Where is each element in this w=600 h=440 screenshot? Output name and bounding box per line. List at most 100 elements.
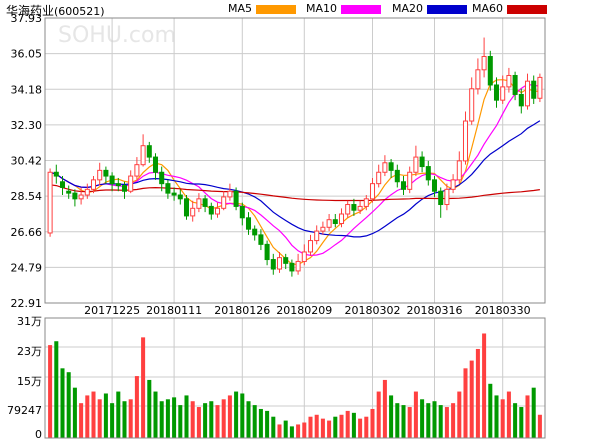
date-tick-label: 20180330: [475, 304, 531, 317]
candle-body-up: [363, 198, 369, 207]
volume-bar-up: [469, 360, 474, 438]
volume-bar-down: [116, 391, 121, 438]
volume-bar-down: [72, 387, 77, 438]
candle-body-up: [456, 160, 462, 181]
candle-body-down: [233, 190, 239, 207]
candle-body-up: [196, 198, 202, 209]
volume-bar-up: [308, 416, 313, 438]
volume-bar-up: [48, 345, 53, 438]
volume-bar-up: [537, 414, 542, 438]
volume-bar-up: [364, 416, 369, 438]
candle-body-down: [72, 192, 78, 200]
candle-body-up: [376, 171, 382, 185]
candle-body-down: [239, 205, 245, 219]
date-tick-label: 20180209: [276, 304, 332, 317]
candle-body-down: [208, 205, 214, 215]
candle-body-up: [500, 86, 506, 101]
legend-ma60-label: MA60: [472, 2, 504, 15]
candle-body-up: [506, 74, 512, 88]
volume-bar-down: [265, 410, 270, 438]
price-axis: 37.93 36.05 34.18 32.30 30.42 28.54 26.66 24.79…: [11, 12, 43, 310]
stock-code: (600521): [54, 5, 105, 18]
volume-bar-down: [351, 412, 356, 438]
volume-bar-down: [333, 416, 338, 438]
volume-bar-up: [482, 333, 487, 438]
volume-bar-down: [184, 395, 189, 438]
candle-body-up: [221, 196, 227, 209]
volume-bar-down: [122, 401, 127, 438]
candle-body-down: [518, 93, 524, 107]
volume-bar-down: [66, 372, 71, 438]
legend-ma20-swatch: [427, 4, 468, 14]
candle-body-down: [400, 181, 407, 190]
legend-ma5-label: MA5: [228, 2, 253, 15]
volume-bar-down: [488, 383, 493, 438]
volume-bar-down: [426, 403, 431, 438]
candle-body-up: [97, 169, 103, 181]
volume-bar-up: [525, 395, 530, 438]
candle-body-down: [425, 166, 431, 181]
candle-body-down: [115, 183, 121, 187]
volume-bar-up: [413, 391, 418, 438]
candle-body-down: [252, 228, 258, 236]
volume-bar-down: [432, 401, 437, 438]
volume-bar-down: [54, 341, 59, 438]
ma5-line: [49, 79, 540, 266]
candle-body-up: [314, 230, 320, 242]
volume-bar-down: [234, 391, 239, 438]
volume-bar-up: [506, 391, 511, 438]
candle-body-up: [301, 251, 307, 262]
volume-bar-down: [110, 403, 115, 438]
price-tick-label: 34.18: [11, 83, 43, 96]
volume-bar-up: [457, 391, 462, 438]
candle-body-down: [270, 259, 276, 270]
volume-bar-up: [277, 424, 282, 438]
volume-bar-up: [382, 379, 387, 438]
price-tick-label: 22.91: [11, 297, 43, 310]
candle-body-up: [407, 171, 413, 190]
volume-bar-up: [85, 395, 90, 438]
candle-body-up: [128, 175, 134, 192]
price-panel-frame: [44, 17, 546, 304]
volume-bar-up: [475, 348, 480, 438]
volume-bar-up: [221, 399, 226, 438]
candle-body-down: [165, 183, 171, 194]
candle-body-down: [258, 234, 264, 245]
candle-body-up: [462, 120, 469, 162]
candle-body-down: [146, 145, 152, 158]
volume-bar-up: [376, 391, 381, 438]
candle-body-down: [103, 169, 109, 177]
candle-body-down: [159, 171, 165, 185]
volume-tick-label: 79247: [7, 404, 42, 417]
candle-body-up: [276, 257, 283, 270]
candle-body-up: [537, 76, 543, 99]
candle-body-up: [214, 207, 221, 215]
candle-body-down: [487, 56, 493, 86]
date-axis: 20171225 20180111 20180126 20180209 20180302…: [84, 304, 531, 317]
candle-body-up: [345, 204, 351, 215]
candle-body-down: [53, 171, 59, 177]
candle-body-up: [450, 179, 456, 190]
candle-body-up: [444, 188, 450, 206]
grid-lines: [45, 17, 545, 438]
volume-tick-label: 0: [35, 428, 42, 440]
date-tick-label: 20180302: [345, 304, 401, 317]
volume-bar-up: [190, 401, 195, 438]
legend-ma5: MA5: [228, 2, 297, 16]
candle-body-down: [289, 262, 295, 272]
volume-bar-down: [178, 405, 183, 438]
volume-bar-down: [283, 420, 288, 438]
legend-ma60: MA60: [472, 2, 548, 16]
price-tick-label: 30.42: [11, 155, 43, 168]
candle-body-down: [264, 243, 270, 261]
candlestick-series: [47, 37, 543, 277]
volume-bar-down: [209, 401, 214, 438]
volume-bar-down: [519, 407, 524, 438]
candle-body-up: [84, 188, 90, 196]
candle-body-down: [202, 198, 208, 207]
stock-title: 华海药业(600521): [6, 2, 105, 19]
candle-body-up: [369, 183, 376, 200]
price-tick-label: 37.93: [11, 12, 43, 25]
volume-bar-up: [97, 399, 102, 438]
